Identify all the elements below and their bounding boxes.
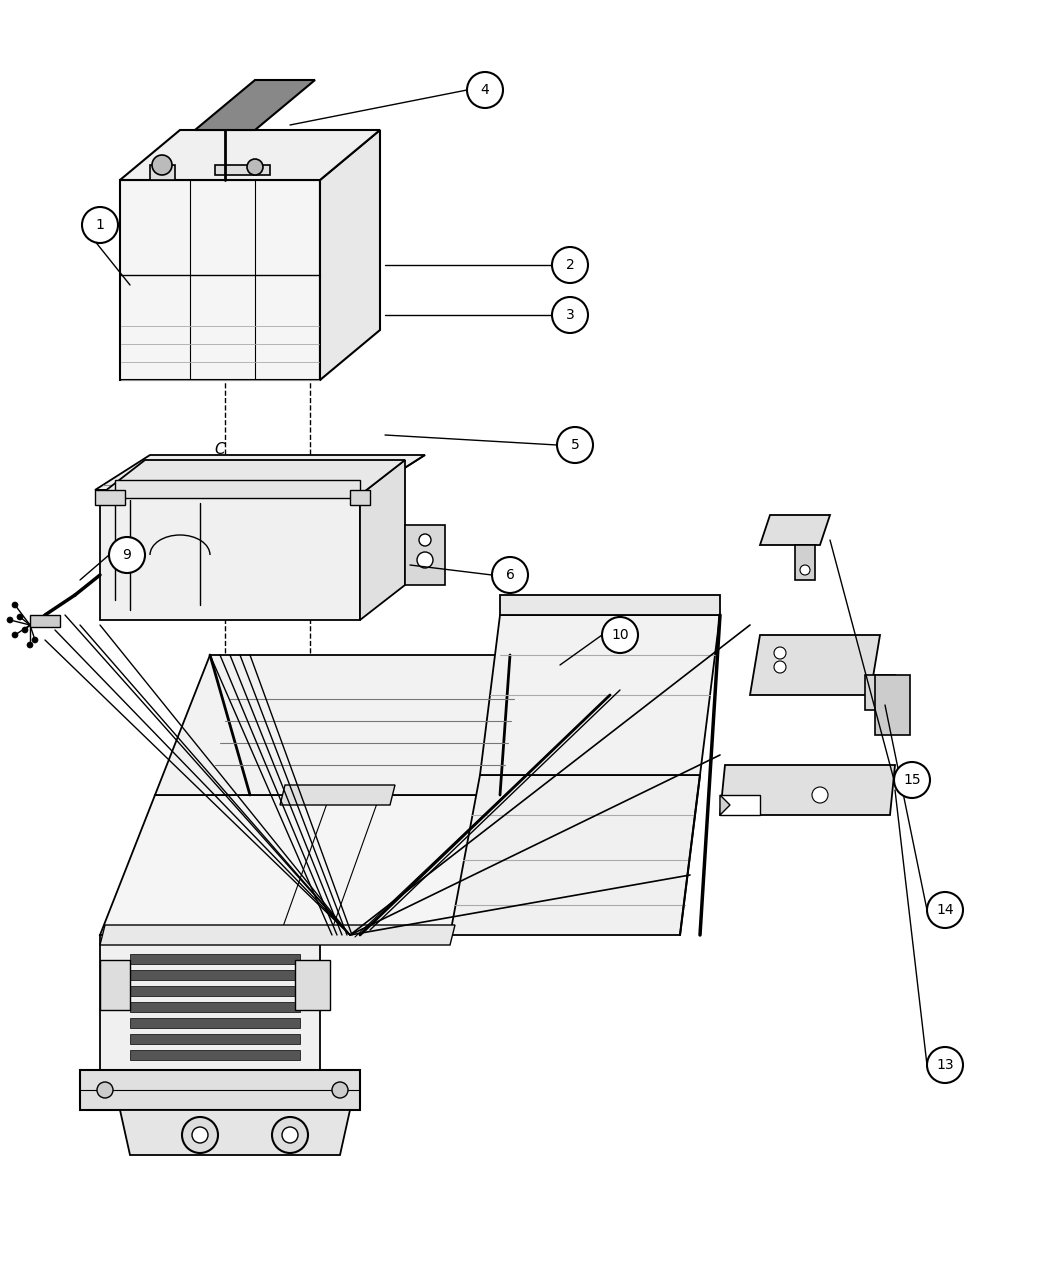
Polygon shape bbox=[720, 796, 730, 815]
Circle shape bbox=[247, 159, 262, 175]
Polygon shape bbox=[94, 455, 425, 490]
Polygon shape bbox=[30, 615, 60, 627]
Text: 14: 14 bbox=[937, 903, 953, 917]
Polygon shape bbox=[750, 635, 880, 695]
Polygon shape bbox=[480, 615, 720, 775]
Polygon shape bbox=[100, 495, 360, 620]
Polygon shape bbox=[280, 785, 395, 805]
Circle shape bbox=[800, 565, 810, 575]
Polygon shape bbox=[150, 164, 175, 180]
Polygon shape bbox=[500, 595, 720, 615]
Circle shape bbox=[812, 787, 828, 803]
Polygon shape bbox=[120, 1111, 350, 1155]
Circle shape bbox=[417, 552, 433, 567]
Circle shape bbox=[182, 1117, 218, 1153]
Circle shape bbox=[552, 297, 588, 333]
Text: 15: 15 bbox=[903, 773, 921, 787]
Polygon shape bbox=[760, 515, 830, 544]
Circle shape bbox=[27, 643, 33, 648]
Polygon shape bbox=[320, 130, 380, 380]
Circle shape bbox=[467, 71, 503, 108]
Circle shape bbox=[17, 615, 23, 620]
Circle shape bbox=[492, 557, 528, 593]
Circle shape bbox=[602, 617, 638, 653]
Circle shape bbox=[22, 627, 28, 632]
Polygon shape bbox=[795, 544, 815, 580]
Circle shape bbox=[894, 762, 930, 798]
Circle shape bbox=[109, 537, 145, 572]
Polygon shape bbox=[116, 479, 360, 499]
Polygon shape bbox=[120, 130, 380, 180]
Polygon shape bbox=[875, 674, 910, 734]
Polygon shape bbox=[450, 775, 700, 935]
Text: C: C bbox=[214, 442, 226, 458]
Circle shape bbox=[556, 427, 593, 463]
Polygon shape bbox=[350, 490, 370, 505]
Polygon shape bbox=[405, 525, 445, 585]
Polygon shape bbox=[80, 1070, 360, 1111]
Circle shape bbox=[97, 1082, 113, 1098]
Polygon shape bbox=[100, 796, 500, 935]
Circle shape bbox=[152, 156, 172, 175]
Text: 9: 9 bbox=[123, 548, 131, 562]
Polygon shape bbox=[130, 1002, 300, 1012]
Polygon shape bbox=[720, 796, 760, 815]
Polygon shape bbox=[155, 655, 560, 796]
Circle shape bbox=[927, 1047, 963, 1082]
Polygon shape bbox=[130, 1017, 300, 1028]
Polygon shape bbox=[100, 960, 130, 1010]
Polygon shape bbox=[215, 164, 270, 175]
Circle shape bbox=[282, 1127, 298, 1142]
Polygon shape bbox=[370, 455, 425, 490]
Circle shape bbox=[552, 247, 588, 283]
Polygon shape bbox=[865, 674, 895, 710]
Polygon shape bbox=[720, 765, 895, 815]
Text: 4: 4 bbox=[481, 83, 489, 97]
Circle shape bbox=[774, 646, 786, 659]
Polygon shape bbox=[130, 1034, 300, 1044]
Circle shape bbox=[332, 1082, 348, 1098]
Circle shape bbox=[272, 1117, 308, 1153]
Circle shape bbox=[12, 632, 18, 638]
Circle shape bbox=[927, 892, 963, 928]
Polygon shape bbox=[100, 460, 405, 495]
Text: 10: 10 bbox=[611, 629, 629, 643]
Polygon shape bbox=[130, 954, 300, 964]
Text: 6: 6 bbox=[505, 567, 514, 581]
Text: 2: 2 bbox=[566, 258, 574, 272]
Text: 5: 5 bbox=[570, 439, 580, 453]
Text: 13: 13 bbox=[937, 1058, 953, 1072]
Polygon shape bbox=[295, 960, 330, 1010]
Text: 3: 3 bbox=[566, 309, 574, 323]
Circle shape bbox=[82, 207, 118, 244]
Polygon shape bbox=[130, 1051, 300, 1060]
Polygon shape bbox=[94, 490, 125, 505]
Circle shape bbox=[192, 1127, 208, 1142]
Polygon shape bbox=[360, 460, 405, 620]
Text: 1: 1 bbox=[96, 218, 104, 232]
Polygon shape bbox=[130, 970, 300, 980]
Circle shape bbox=[12, 602, 18, 608]
Circle shape bbox=[7, 617, 13, 623]
Polygon shape bbox=[130, 986, 300, 996]
Polygon shape bbox=[120, 180, 320, 380]
Circle shape bbox=[419, 534, 430, 546]
Circle shape bbox=[32, 638, 38, 643]
Polygon shape bbox=[100, 924, 455, 945]
Circle shape bbox=[774, 660, 786, 673]
Polygon shape bbox=[195, 80, 315, 130]
Polygon shape bbox=[100, 935, 320, 1075]
